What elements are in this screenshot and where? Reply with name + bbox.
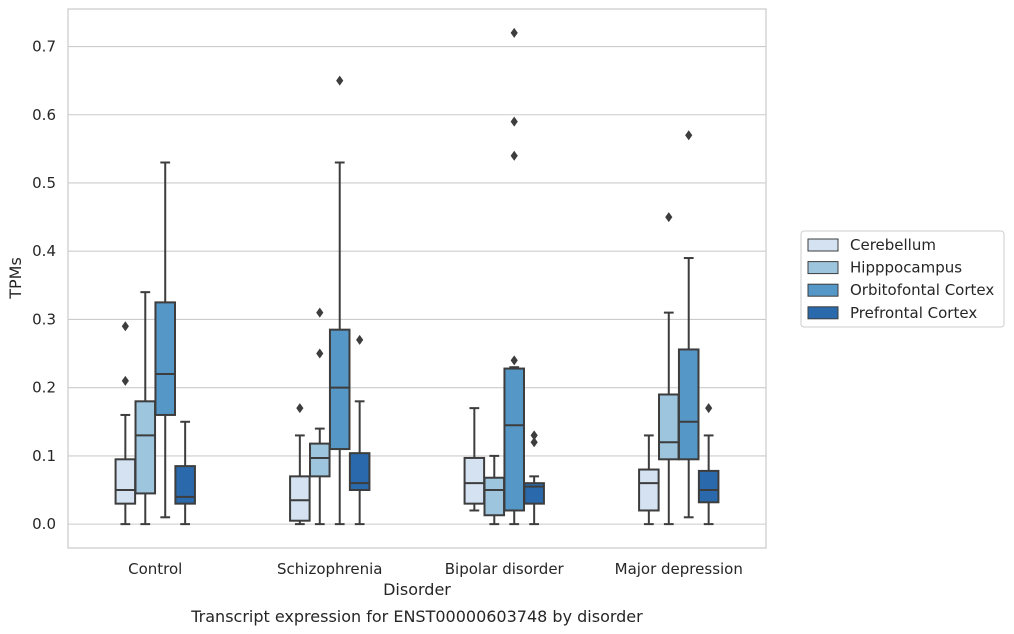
legend-swatch (807, 238, 839, 252)
box-element (483, 454, 506, 526)
legend-label: Prefrontal Cortex (850, 304, 977, 322)
box-element (463, 407, 486, 512)
box-element (638, 434, 660, 526)
y-tick-label: 0.5 (32, 174, 56, 192)
outlier-point (121, 375, 129, 386)
y-tick-label: 0.4 (32, 242, 56, 260)
outlier-point (530, 430, 538, 441)
outlier-point (685, 130, 693, 141)
legend-item: Orbitofontal Cortex (807, 281, 994, 299)
box-iqr (134, 400, 157, 495)
legend: Cerebellum Hipppocampus Orbitofontal Corte… (800, 230, 1005, 328)
box-element (154, 161, 176, 519)
legend-item: Cerebellum (807, 236, 936, 254)
legend-item: Prefrontal Cortex (807, 304, 977, 322)
box-element (503, 27, 525, 526)
y-tick-label: 0.3 (32, 310, 56, 328)
box-iqr (463, 456, 486, 505)
category-group (463, 27, 545, 526)
legend-label: Orbitofontal Cortex (850, 281, 994, 299)
legend-swatch (807, 306, 839, 320)
legend-item: Hipppocampus (807, 259, 962, 277)
box-iqr (503, 367, 525, 512)
box-iqr (154, 301, 176, 416)
outlier-point (316, 307, 324, 318)
x-tick-label: Major depression (615, 560, 743, 578)
box-iqr (677, 348, 700, 461)
outlier-point (336, 75, 344, 86)
box-iqr (114, 458, 137, 505)
y-tick-label: 0.7 (32, 38, 56, 56)
outlier-point (530, 437, 538, 448)
box-iqr (309, 442, 331, 478)
y-tick-label: 0.0 (32, 515, 56, 533)
outlier-point (356, 334, 364, 345)
outlier-point (316, 348, 324, 359)
x-tick-label: Schizophrenia (277, 560, 382, 578)
y-tick-label: 0.6 (32, 106, 56, 124)
box-iqr (523, 482, 545, 505)
chart-caption: Transcript expression for ENST0000060374… (190, 607, 643, 626)
box-element (697, 403, 720, 526)
legend-swatch (807, 283, 839, 297)
y-tick-label: 0.1 (32, 447, 56, 465)
box-iqr (658, 393, 680, 461)
outlier-point (510, 355, 518, 366)
legend-swatch (807, 261, 839, 275)
outlier-point (510, 116, 518, 127)
box-iqr (348, 452, 371, 492)
box-element (174, 420, 196, 526)
box-element (289, 403, 311, 526)
y-tick-label: 0.2 (32, 379, 56, 397)
category-group (638, 130, 720, 526)
outlier-point (296, 403, 304, 414)
box-iqr (483, 476, 506, 517)
box-element (328, 75, 351, 526)
legend-frame (800, 230, 1005, 328)
box-iqr (289, 475, 311, 522)
category-group (289, 75, 371, 526)
box-element (523, 430, 545, 526)
x-tick-label: Control (128, 560, 182, 578)
box-element (114, 321, 137, 526)
box-element (677, 130, 700, 519)
outlier-point (510, 150, 518, 161)
plot-frame (67, 8, 767, 549)
box-iqr (697, 469, 720, 504)
box-iqr (638, 468, 660, 512)
category-group (114, 161, 196, 526)
box-element (348, 334, 371, 526)
box-groups (114, 27, 720, 526)
legend-label: Cerebellum (850, 236, 936, 254)
y-tick-labels: 0.0 0.1 0.2 0.3 0.4 0.5 0.6 0.7 (32, 38, 56, 534)
x-tick-label: Bipolar disorder (445, 560, 565, 578)
x-tick-labels: Control Schizophrenia Bipolar disorder Majo… (128, 560, 743, 578)
box-iqr (328, 328, 351, 451)
box-element (134, 291, 157, 526)
outlier-point (121, 321, 129, 332)
legend-items: Cerebellum Hipppocampus Orbitofontal Corte… (807, 236, 994, 322)
y-axis-title: TPMs (6, 257, 25, 300)
outlier-point (705, 403, 713, 414)
plot-background (68, 9, 766, 548)
outlier-point (665, 212, 673, 223)
legend-label: Hipppocampus (850, 259, 962, 277)
box-element (309, 307, 331, 526)
outlier-point (510, 27, 518, 38)
x-axis-title: Disorder (383, 580, 451, 599)
box-iqr (174, 465, 196, 505)
